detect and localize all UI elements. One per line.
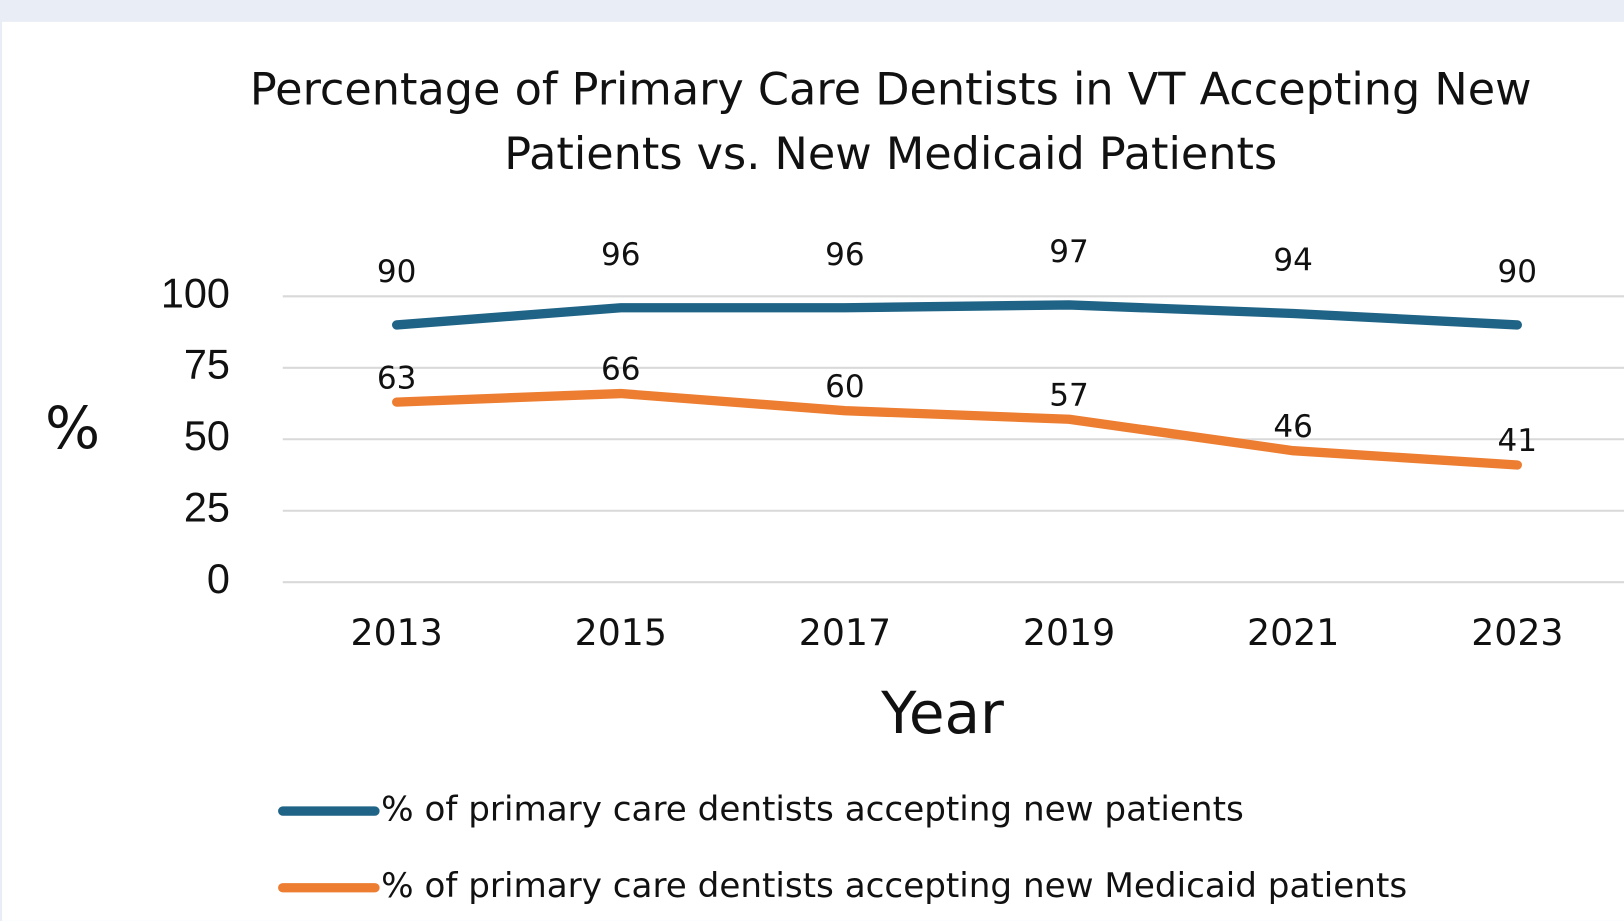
x-axis-label: Year: [880, 679, 1004, 747]
data-label: 46: [1273, 409, 1313, 445]
x-tick-label: 2023: [1471, 611, 1563, 654]
x-tick-label: 2021: [1247, 611, 1339, 654]
legend-label: % of primary care dentists accepting new…: [381, 790, 1244, 830]
chart-title: Percentage of Primary Care Dentists in V…: [249, 64, 1532, 181]
y-axis-label: %: [45, 394, 100, 462]
y-tick-label: 50: [184, 413, 230, 459]
data-label: 60: [825, 369, 865, 405]
y-tick-label: 25: [184, 485, 230, 531]
data-label: 66: [601, 352, 641, 388]
data-label: 90: [377, 254, 417, 290]
x-tick-label: 2019: [1023, 611, 1115, 654]
title-box: Percentage of Primary Care Dentists in V…: [249, 64, 1532, 181]
x-tick-label: 2015: [575, 611, 667, 654]
data-label: 41: [1498, 423, 1538, 459]
data-label: 96: [825, 237, 865, 273]
series-line: [392, 388, 1522, 470]
y-tick-label: 0: [207, 556, 230, 602]
series-line: [392, 300, 1522, 330]
data-label: 97: [1049, 234, 1089, 270]
x-tick-label: 2013: [351, 611, 443, 654]
y-tick-label: 100: [161, 270, 230, 316]
legend-label: % of primary care dentists accepting new…: [381, 866, 1407, 906]
y-tick-label: 75: [184, 342, 230, 388]
data-label: 94: [1273, 243, 1313, 279]
data-label: 57: [1049, 377, 1089, 413]
data-label: 90: [1498, 254, 1538, 290]
x-tick-label: 2017: [799, 611, 891, 654]
chart-panel: [2, 21, 1624, 921]
data-label: 63: [377, 360, 417, 396]
data-label: 96: [601, 237, 641, 273]
